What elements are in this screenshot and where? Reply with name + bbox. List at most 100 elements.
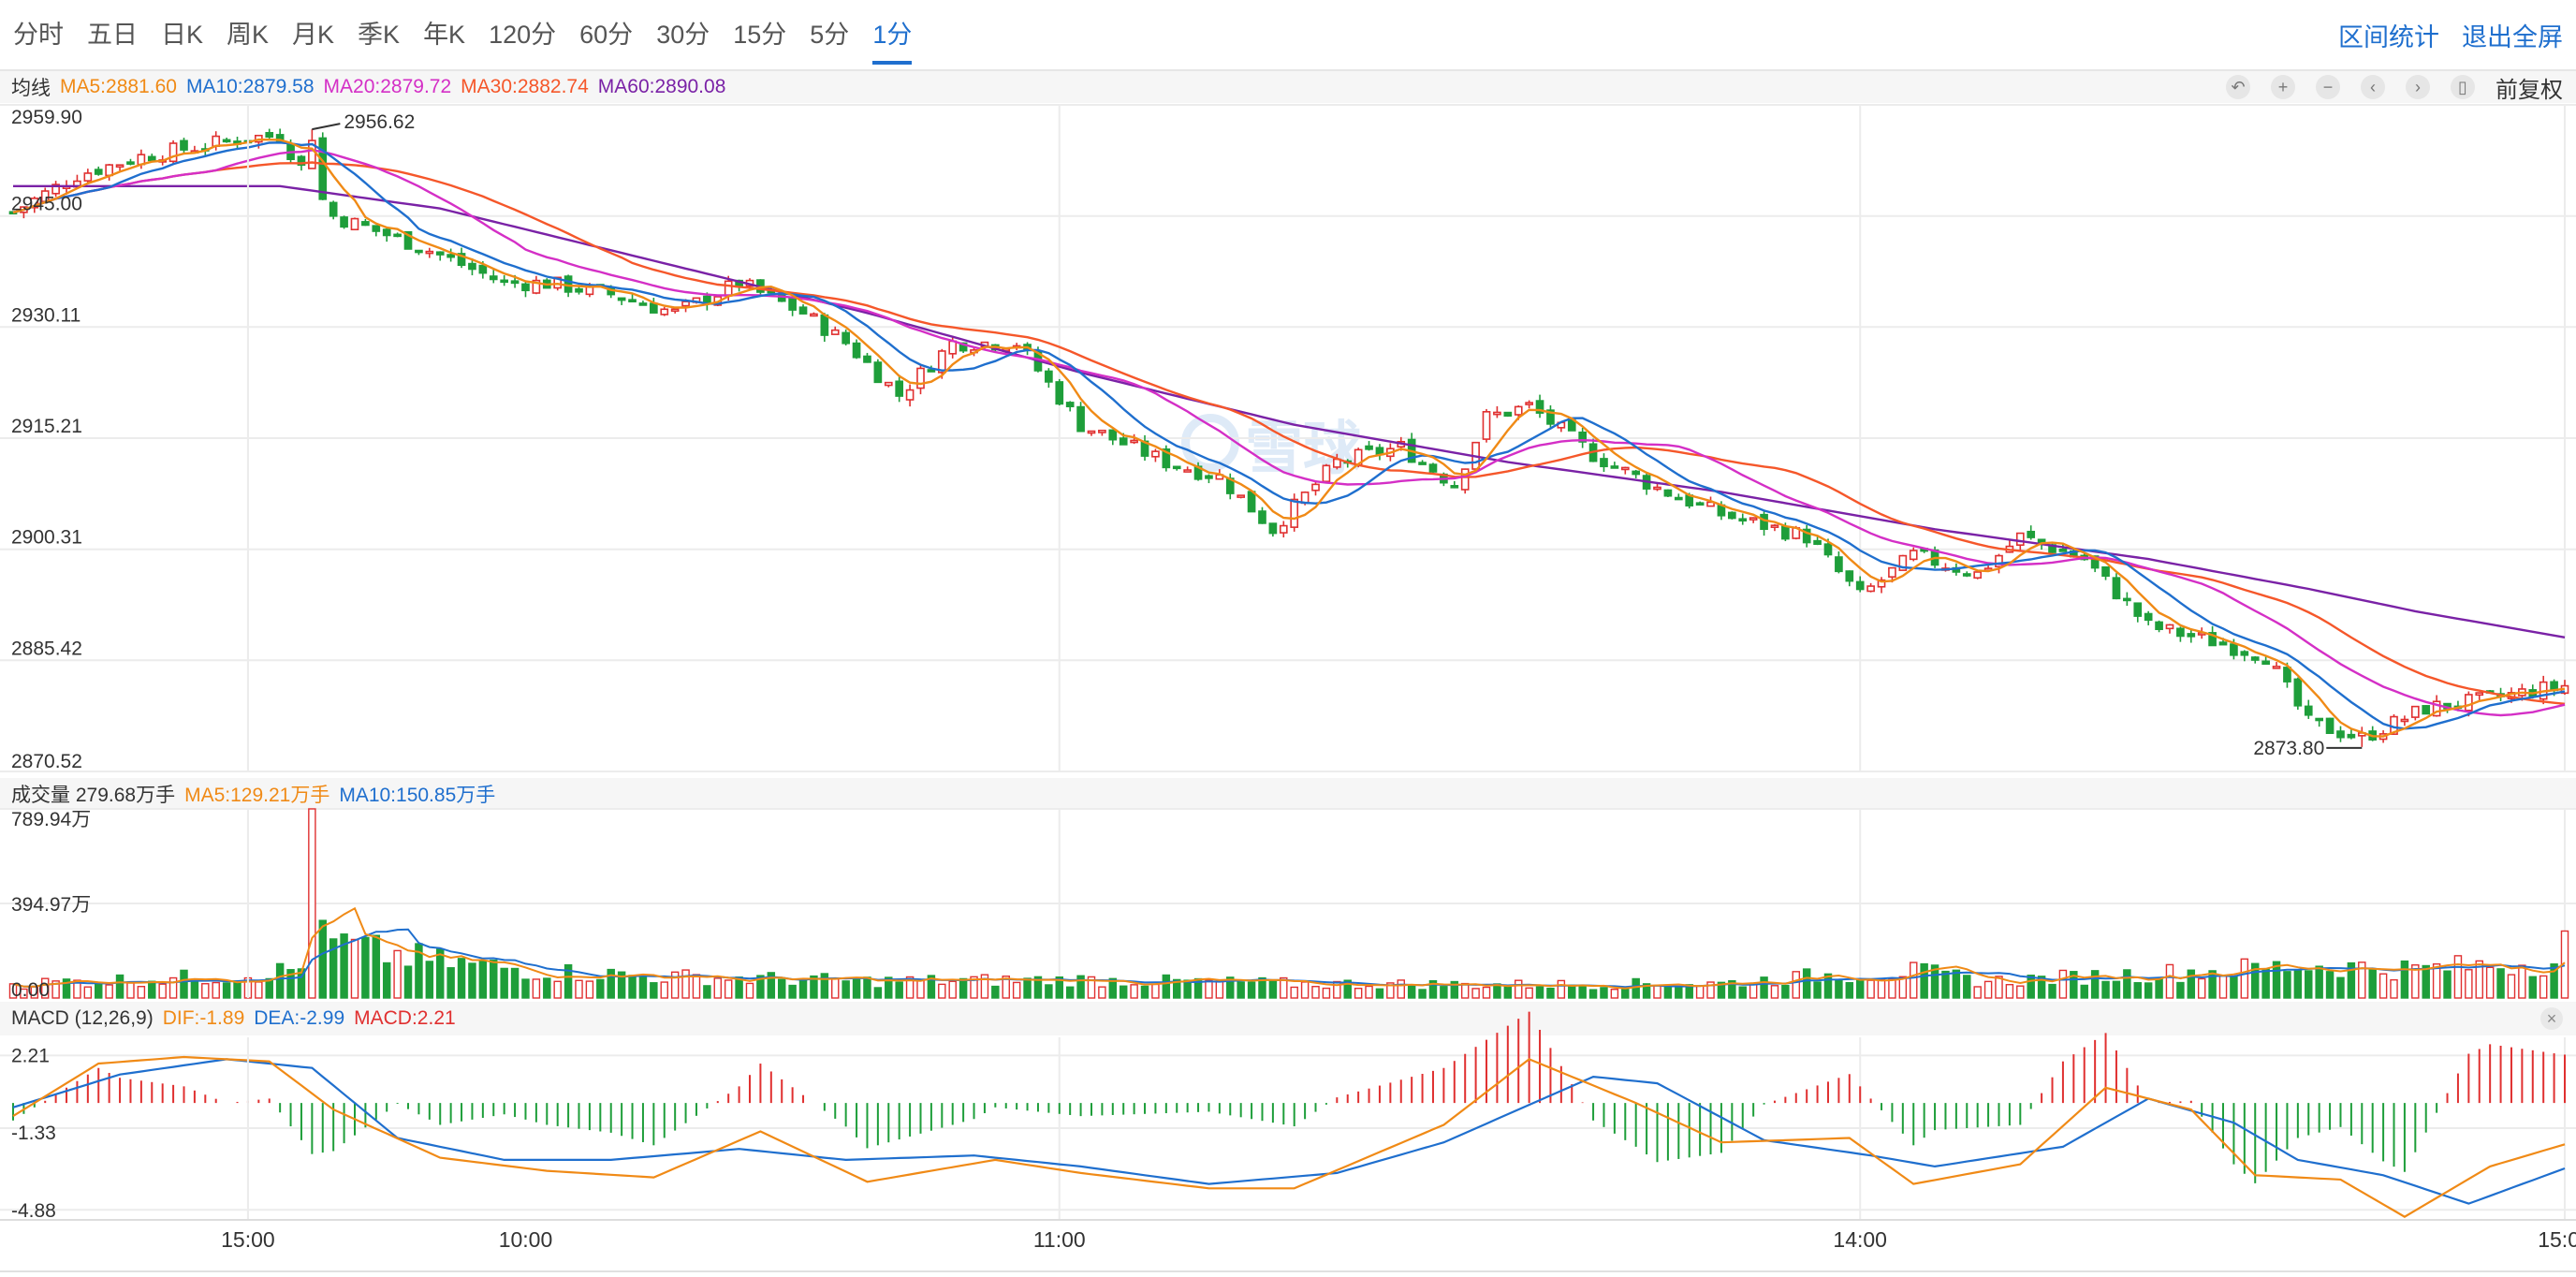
- volume-bar: [435, 948, 445, 999]
- volume-bar: [1397, 979, 1405, 999]
- candle: [1108, 429, 1118, 446]
- candle: [180, 138, 188, 154]
- tab-8[interactable]: 60分: [579, 21, 634, 49]
- pan-right-icon[interactable]: ›: [2406, 75, 2430, 99]
- tab-0[interactable]: 分时: [13, 21, 64, 49]
- volume-bar: [1322, 987, 1331, 999]
- volume-bar: [1920, 962, 1928, 999]
- candle: [852, 339, 861, 360]
- candle: [105, 163, 113, 181]
- volume-bar: [1375, 988, 1384, 999]
- ma5-line: [12, 138, 2566, 738]
- volume-bar: [1930, 964, 1939, 999]
- candle: [1065, 401, 1075, 412]
- time-tick-label: 15:00: [2538, 1227, 2576, 1252]
- volume-bar: [2187, 969, 2196, 999]
- range-stats-button[interactable]: 区间统计: [2338, 22, 2439, 51]
- dea-line: [12, 1058, 2566, 1205]
- candle: [1835, 550, 1843, 574]
- candle: [1813, 536, 1822, 546]
- tab-6[interactable]: 年K: [423, 21, 466, 49]
- tab-10[interactable]: 15分: [733, 21, 787, 49]
- candle: [329, 200, 338, 220]
- candle: [1503, 411, 1513, 418]
- exit-fullscreen-button[interactable]: 退出全屏: [2462, 22, 2563, 51]
- volume-bar: [510, 967, 520, 999]
- adjust-mode-label[interactable]: 前复权: [2496, 77, 2563, 103]
- volume-bar: [2465, 969, 2473, 999]
- zoom-in-icon[interactable]: +: [2271, 75, 2295, 99]
- macd-legend-band: [0, 1002, 2576, 1035]
- volume-bar: [340, 933, 348, 999]
- volume-bar: [1460, 982, 1470, 999]
- tab-9[interactable]: 30分: [656, 21, 710, 49]
- volume-bar: [2325, 971, 2334, 999]
- volume-bar: [83, 986, 93, 999]
- volume-bar: [959, 977, 968, 999]
- tab-7[interactable]: 120分: [489, 21, 557, 49]
- volume-bar: [8, 983, 18, 999]
- volume-bar: [1280, 976, 1288, 999]
- legend-label: MACD (12,26,9): [11, 1007, 154, 1029]
- volume-bar: [1045, 984, 1053, 999]
- zoom-out-icon[interactable]: −: [2316, 75, 2340, 99]
- tab-11[interactable]: 5分: [810, 21, 850, 49]
- tab-2[interactable]: 日K: [161, 21, 204, 49]
- volume-legend-band: [0, 778, 2576, 809]
- tab-3[interactable]: 周K: [227, 21, 270, 49]
- tab-12[interactable]: 1分: [872, 0, 913, 69]
- volume-bar: [2507, 974, 2516, 999]
- candle: [1760, 510, 1768, 536]
- volume-bar: [1055, 976, 1064, 999]
- candle: [1322, 463, 1331, 483]
- volume-bar: [670, 971, 680, 999]
- tab-5[interactable]: 季K: [358, 21, 401, 49]
- volume-bar: [2048, 983, 2056, 999]
- volume-bar: [1503, 986, 1513, 999]
- volume-bar: [1087, 976, 1096, 999]
- volume-bar: [1855, 978, 1865, 999]
- volume-bar: [137, 986, 146, 999]
- candle: [1620, 466, 1630, 475]
- pan-left-icon[interactable]: ‹: [2361, 75, 2385, 99]
- candle: [2475, 692, 2484, 701]
- volume-bar: [650, 982, 658, 999]
- volume-bar: [756, 975, 765, 999]
- candle-style-icon[interactable]: ▯: [2451, 75, 2475, 99]
- volume-bar: [446, 967, 455, 999]
- undo-icon[interactable]: ↶: [2226, 75, 2250, 99]
- volume-bar: [190, 980, 199, 999]
- volume-bar: [2005, 984, 2014, 999]
- volume-bar: [1877, 978, 1886, 999]
- volume-bar: [1226, 976, 1235, 999]
- price-tick-label: 2945.00: [11, 194, 82, 215]
- candle: [2325, 717, 2334, 734]
- volume-bar: [1588, 989, 1598, 999]
- candle: [873, 359, 883, 384]
- candle: [1130, 433, 1138, 445]
- volume-bar: [1333, 980, 1341, 999]
- candle: [83, 169, 93, 183]
- candle: [2336, 726, 2345, 742]
- close-macd-icon[interactable]: ×: [2540, 1007, 2563, 1030]
- volume-bar: [255, 981, 263, 999]
- candle: [1578, 427, 1587, 448]
- volume-bar: [1033, 976, 1043, 999]
- tab-4[interactable]: 月K: [292, 21, 335, 49]
- legend-item: DEA:-2.99: [254, 1007, 345, 1029]
- candle: [265, 128, 274, 140]
- volume-bar: [148, 980, 156, 999]
- candle: [916, 364, 925, 395]
- candle: [884, 381, 893, 388]
- volume-bar: [1343, 979, 1352, 999]
- candle: [1162, 445, 1171, 472]
- volume-bar: [1205, 979, 1213, 999]
- volume-bar: [991, 985, 1000, 999]
- volume-bar: [1802, 968, 1811, 999]
- volume-bar: [1440, 986, 1448, 999]
- tab-1[interactable]: 五日: [87, 21, 138, 49]
- time-tick-label: 10:00: [499, 1227, 553, 1252]
- volume-bar: [51, 980, 60, 999]
- candle: [2144, 610, 2153, 625]
